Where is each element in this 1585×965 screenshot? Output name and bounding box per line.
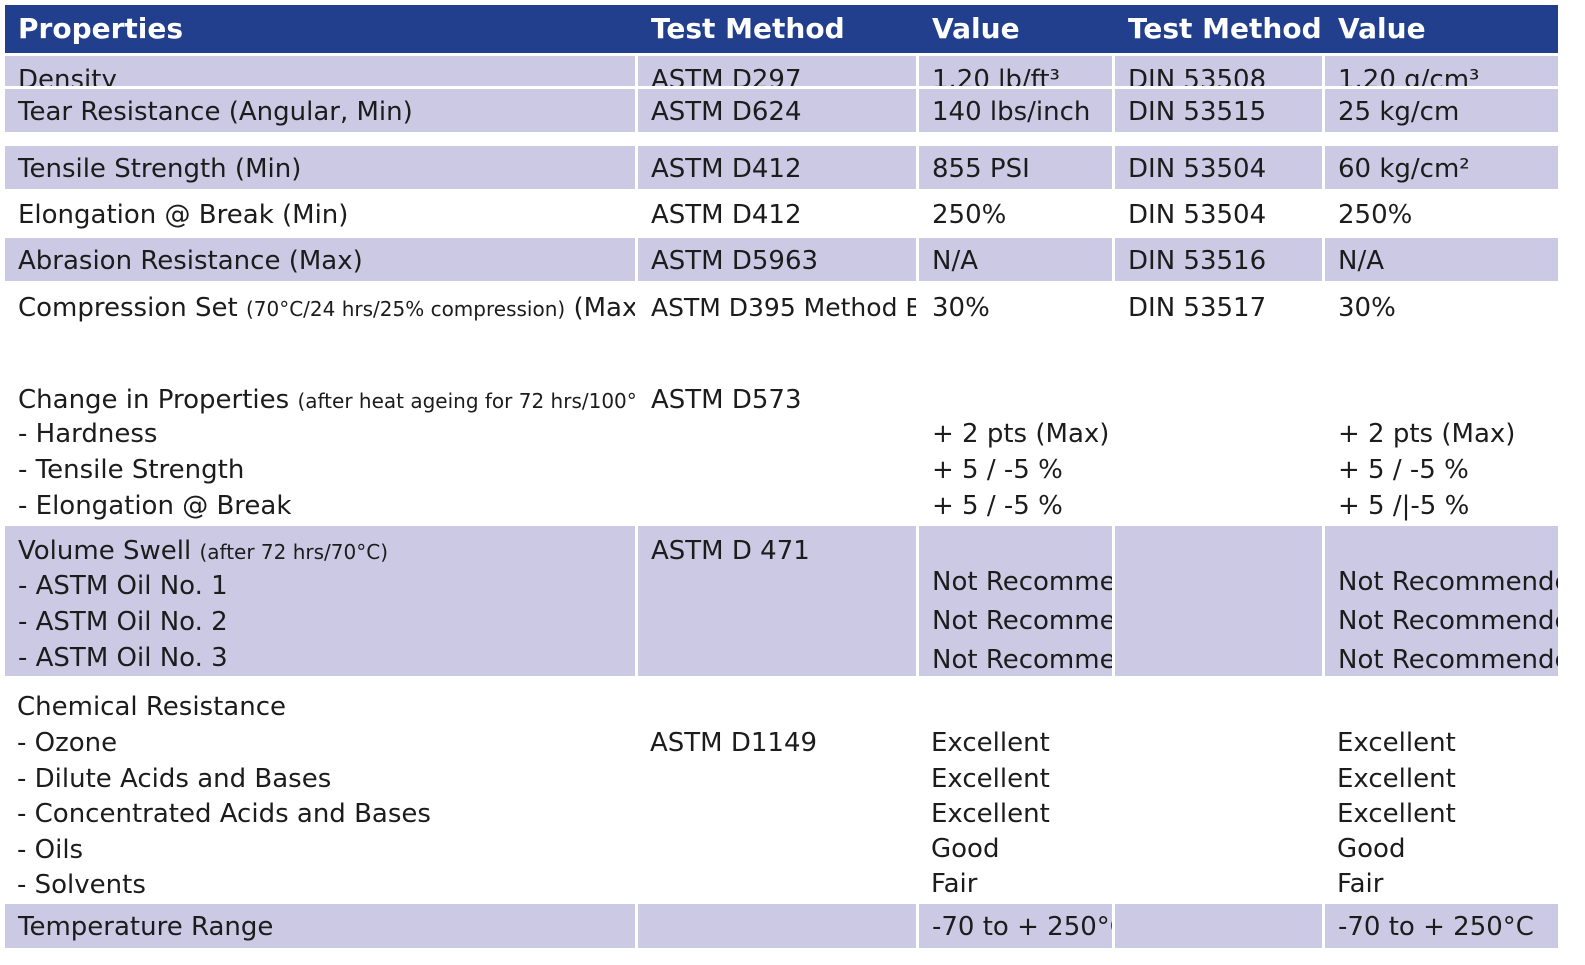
list-item: - ASTM Oil No. 3 [18, 643, 228, 673]
value-metric: 1.20 g/cm³ [1338, 65, 1480, 86]
property-main: Compression Set [18, 293, 238, 323]
property-label: Tear Resistance (Angular, Min) [18, 97, 413, 127]
value-fps: Good [931, 834, 1000, 864]
header-value-fps: Value (FPS) [932, 12, 1020, 45]
value-metric: Not Recommended [1338, 567, 1558, 597]
list-item: - ASTM Oil No. 1 [18, 571, 228, 601]
property-suffix: (Max) [573, 293, 635, 323]
test-method-fps: ASTM D412 [651, 154, 802, 184]
value-fps: Excellent [931, 799, 1050, 829]
table-row-compression-set: Compression Set (70°C/24 hrs/25% compres… [5, 284, 1558, 374]
test-method-metric: DIN 53508 [1128, 65, 1267, 86]
test-method-fps: ASTM D624 [651, 97, 802, 127]
test-method-metric: DIN 53504 [1128, 200, 1267, 230]
value-fps: + 2 pts (Max) [932, 419, 1110, 449]
test-method-metric: DIN 53504 [1128, 154, 1267, 184]
header-properties: Properties [18, 12, 184, 45]
value-metric: Not Recommended [1338, 645, 1558, 675]
table-row-change-in-properties: Change in Properties (after heat ageing … [5, 374, 1558, 526]
value-metric: + 5 /|-5 % [1338, 491, 1470, 521]
test-method-fps: ASTM D5963 [651, 246, 819, 276]
table-row-abrasion-resistance: Abrasion Resistance (Max) ASTM D5963 N/A… [5, 238, 1558, 281]
value-fps: 1.20 lb/ft³ [932, 65, 1060, 86]
test-method-fps: ASTM D395 Method B [651, 293, 916, 322]
value-fps: Not Recommended [932, 645, 1112, 675]
table-row-density: Density ASTM D297 1.20 lb/ft³ DIN 53508 … [5, 56, 1558, 86]
value-fps: 140 lbs/inch [932, 97, 1091, 127]
value-metric: Good [1337, 834, 1406, 864]
table-row-tensile-strength: Tensile Strength (Min) ASTM D412 855 PSI… [5, 146, 1558, 189]
property-label: Chemical Resistance [17, 692, 287, 722]
test-method-metric: DIN 53517 [1128, 293, 1267, 323]
property-label: Elongation @ Break (Min) [18, 200, 349, 230]
test-method-metric: DIN 53516 [1128, 246, 1267, 276]
table-row-chemical-resistance: Chemical Resistance - Ozone - Dilute Aci… [5, 676, 1558, 904]
value-metric: Fair [1337, 869, 1384, 899]
list-item: - Tensile Strength [18, 455, 245, 485]
property-main: Change in Properties [18, 385, 290, 415]
test-method-fps: ASTM D 471 [651, 536, 810, 566]
value-fps: Not Recommended [932, 606, 1112, 636]
value-metric: + 2 pts (Max) [1338, 419, 1516, 449]
list-item: - Hardness [18, 419, 158, 449]
property-note: (after 72 hrs/70°C) [199, 540, 389, 564]
value-metric: Excellent [1337, 799, 1456, 829]
table-row-tear-resistance: Tear Resistance (Angular, Min) ASTM D624… [5, 89, 1558, 132]
test-method-fps: ASTM D1149 [650, 728, 818, 758]
value-metric: 250% [1338, 200, 1413, 230]
test-method-fps: ASTM D297 [651, 65, 802, 86]
list-item: - Oils [17, 835, 84, 865]
value-metric: 25 kg/cm [1338, 97, 1460, 127]
value-fps: Excellent [931, 728, 1050, 758]
header-value-metric: Value (Metric) [1338, 12, 1426, 45]
table-row-elongation: Elongation @ Break (Min) ASTM D412 250% … [5, 192, 1558, 235]
property-note: (70°C/24 hrs/25% compression) [245, 297, 566, 321]
value-metric: Excellent [1337, 728, 1456, 758]
property-label: Change in Properties (after heat ageing … [18, 387, 635, 413]
property-label: Compression Set (70°C/24 hrs/25% compres… [18, 295, 635, 321]
header-test-method-metric: Test Method [1128, 12, 1322, 45]
value-metric: Excellent [1337, 764, 1456, 794]
property-label: Temperature Range [18, 912, 274, 942]
property-label: Density [18, 65, 117, 86]
value-metric: -70 to + 250°C [1338, 912, 1534, 942]
list-item: - Dilute Acids and Bases [17, 764, 332, 794]
table-row-temperature-range: Temperature Range -70 to + 250°C -70 to … [5, 904, 1558, 948]
header-test-method-fps: Test Method [651, 12, 845, 45]
list-item: - Concentrated Acids and Bases [17, 799, 431, 829]
property-label: Tensile Strength (Min) [18, 154, 302, 184]
property-label: Abrasion Resistance (Max) [18, 246, 363, 276]
value-metric: N/A [1338, 246, 1384, 276]
list-item: - Elongation @ Break [18, 491, 292, 521]
property-main: Volume Swell [18, 536, 192, 566]
value-metric: + 5 / -5 % [1338, 455, 1469, 485]
value-fps: 250% [932, 200, 1007, 230]
value-fps: -70 to + 250°C [932, 912, 1112, 942]
value-fps: + 5 / -5 % [932, 491, 1063, 521]
value-metric: Not Recommended [1338, 606, 1558, 636]
list-item: - ASTM Oil No. 2 [18, 607, 228, 637]
table-header: Properties Test Method Value (FPS) Test … [5, 5, 1558, 53]
test-method-fps: ASTM D412 [651, 200, 802, 230]
property-note: (after heat ageing for 72 hrs/100°C) [297, 389, 635, 413]
table-row-volume-swell: Volume Swell (after 72 hrs/70°C) - ASTM … [5, 526, 1558, 676]
value-fps: 855 PSI [932, 154, 1030, 184]
value-fps: Not Recommended [932, 567, 1112, 597]
value-fps: Excellent [931, 764, 1050, 794]
value-fps: + 5 / -5 % [932, 455, 1063, 485]
test-method-fps: ASTM D573 [651, 385, 802, 415]
value-fps: N/A [932, 246, 978, 276]
value-metric: 60 kg/cm² [1338, 154, 1470, 184]
value-fps: Fair [931, 869, 978, 899]
value-fps: 30% [932, 293, 990, 323]
list-item: - Ozone [17, 728, 118, 758]
value-metric: 30% [1338, 293, 1396, 323]
property-label: Volume Swell (after 72 hrs/70°C) [18, 538, 388, 564]
list-item: - Solvents [17, 870, 146, 900]
test-method-metric: DIN 53515 [1128, 97, 1267, 127]
